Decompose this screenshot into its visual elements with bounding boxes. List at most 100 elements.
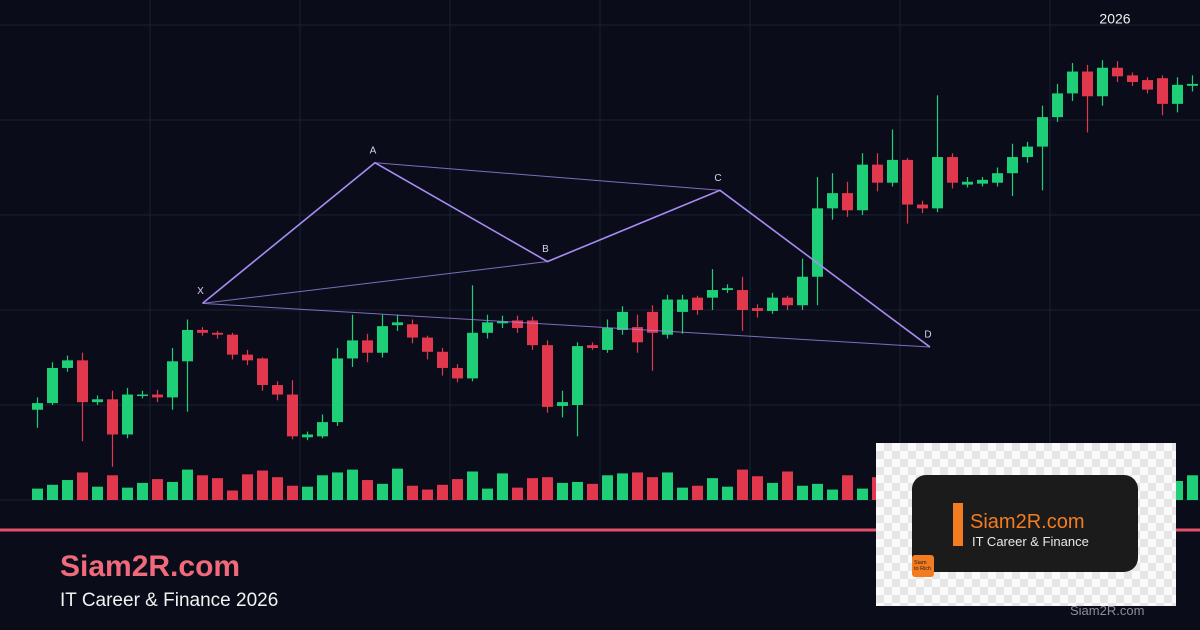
volume-bar xyxy=(407,485,418,500)
year-label: 2026 xyxy=(1099,11,1130,27)
candle-body xyxy=(107,399,118,435)
candle-body xyxy=(662,299,673,335)
volume-bar xyxy=(572,481,583,500)
volume-bar xyxy=(692,485,703,500)
candle-body xyxy=(257,358,268,386)
pattern-diagonal xyxy=(202,261,548,304)
candle-body xyxy=(587,345,598,348)
volume-bar xyxy=(797,485,808,500)
pattern-line xyxy=(201,161,931,348)
candle-body xyxy=(377,326,388,353)
candle-body xyxy=(857,164,868,211)
candle-body xyxy=(62,360,73,368)
logo-icon: Siam to Rich xyxy=(912,555,934,577)
candle-body xyxy=(812,208,823,277)
candle-body xyxy=(407,324,418,338)
candle-body xyxy=(182,329,193,362)
candle-body xyxy=(527,320,538,346)
candle-body xyxy=(452,367,463,379)
volume-bar xyxy=(782,471,793,500)
candle-body xyxy=(422,337,433,352)
volume-bar xyxy=(452,479,463,500)
candle-body xyxy=(287,394,298,437)
candle-body xyxy=(722,288,733,291)
candle-body xyxy=(1142,80,1153,90)
card-tagline: IT Career & Finance xyxy=(972,534,1089,549)
candle-body xyxy=(302,434,313,438)
candle-body xyxy=(392,322,403,326)
pattern-label: X xyxy=(197,286,204,297)
candle-body xyxy=(572,346,583,405)
candle-body xyxy=(347,340,358,359)
volume-bar xyxy=(62,480,73,500)
volume-bar xyxy=(167,481,178,500)
volume-bar xyxy=(737,469,748,500)
candle-body xyxy=(272,385,283,395)
volume-bar xyxy=(557,482,568,500)
volume-bar xyxy=(212,478,223,500)
candle-body xyxy=(137,394,148,397)
candle-body xyxy=(1127,75,1138,82)
candle-body xyxy=(902,159,913,205)
logo-card: Siam2R.com IT Career & Finance Siam to Ri… xyxy=(876,443,1176,606)
candle-body xyxy=(152,394,163,398)
candle-body xyxy=(167,361,178,398)
volume-bar xyxy=(587,483,598,500)
pattern-label: C xyxy=(714,173,721,184)
volume-bar xyxy=(467,471,478,500)
volume-bar xyxy=(272,477,283,500)
candle-body xyxy=(1112,67,1123,77)
volume-bar xyxy=(377,483,388,500)
candle-body xyxy=(212,332,223,335)
volume-bar xyxy=(437,484,448,500)
candle-body xyxy=(887,159,898,183)
pattern-diagonal xyxy=(202,302,931,348)
volume-bar xyxy=(842,475,853,500)
candle-body xyxy=(737,290,748,310)
volume-bar xyxy=(182,469,193,500)
volume-bar xyxy=(317,475,328,500)
candle-body xyxy=(1157,78,1168,104)
candle-body xyxy=(1067,71,1078,94)
volume-bar xyxy=(1187,475,1198,500)
candle-body xyxy=(752,308,763,311)
volume-bar xyxy=(812,483,823,500)
pattern-label: B xyxy=(542,244,549,255)
icon-text: Siam xyxy=(914,560,927,566)
volume-bar xyxy=(602,475,613,500)
volume-bar xyxy=(542,477,553,500)
volume-bar xyxy=(662,472,673,500)
candle-body xyxy=(797,276,808,306)
logo-bar xyxy=(953,503,963,546)
candle-body xyxy=(467,332,478,379)
volume-bar xyxy=(707,478,718,500)
candle-body xyxy=(317,422,328,437)
volume-bar xyxy=(257,470,268,500)
candle-body xyxy=(932,157,943,209)
brand-tagline: IT Career & Finance 2026 xyxy=(60,590,279,611)
candle-body xyxy=(92,399,103,403)
volume-bar xyxy=(422,489,433,500)
volume-bar xyxy=(47,484,58,500)
candle-body xyxy=(1082,71,1093,97)
candle-body xyxy=(632,327,643,343)
candle-body xyxy=(977,179,988,184)
candle-body xyxy=(992,173,1003,183)
candle-body xyxy=(872,164,883,183)
candle-body xyxy=(647,311,658,333)
candle-body xyxy=(47,367,58,404)
candle-body xyxy=(767,297,778,311)
volume-bar xyxy=(512,487,523,500)
candle-body xyxy=(707,290,718,298)
candle-body xyxy=(1007,157,1018,174)
candle-body xyxy=(1172,84,1183,104)
candle-body xyxy=(962,181,973,185)
volume-bar xyxy=(647,477,658,500)
volume-bar xyxy=(482,488,493,500)
candle-body xyxy=(437,351,448,368)
volume-bar xyxy=(857,488,868,500)
candle-body xyxy=(947,157,958,183)
volume-bar xyxy=(32,488,43,500)
volume-bar xyxy=(287,485,298,500)
